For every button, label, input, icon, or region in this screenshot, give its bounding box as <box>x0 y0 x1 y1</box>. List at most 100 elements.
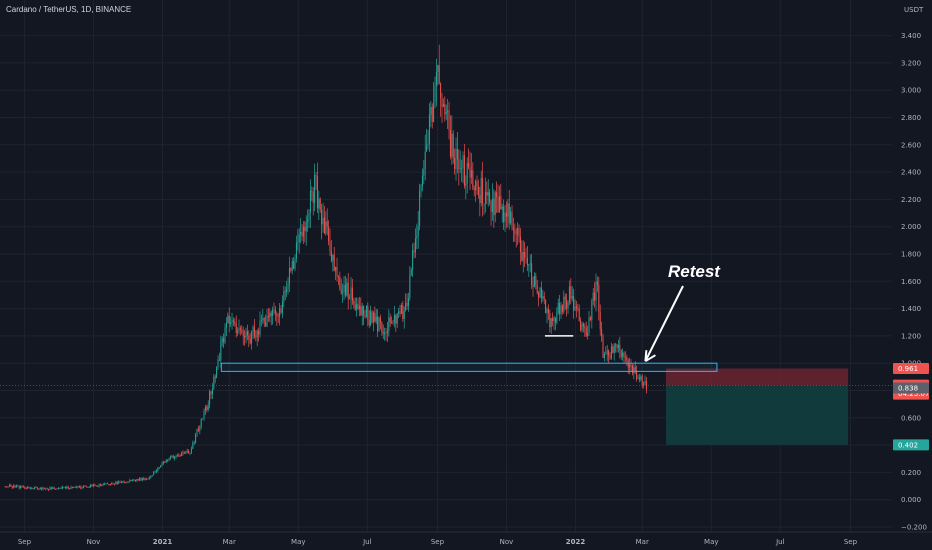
candle-up-body[interactable] <box>132 479 134 481</box>
candle-up-body[interactable] <box>139 478 141 481</box>
candle-up-body[interactable] <box>610 346 612 359</box>
candle-up-body[interactable] <box>437 65 439 73</box>
candle-down-body[interactable] <box>304 226 306 232</box>
candle-down-body[interactable] <box>535 275 537 286</box>
candle-up-body[interactable] <box>259 320 261 335</box>
candle-up-body[interactable] <box>427 143 429 146</box>
candle-up-body[interactable] <box>27 486 29 489</box>
candle-up-body[interactable] <box>160 465 162 468</box>
candle-down-body[interactable] <box>293 261 295 269</box>
candle-down-body[interactable] <box>95 485 97 487</box>
candle-down-body[interactable] <box>24 486 26 489</box>
candle-down-body[interactable] <box>636 370 638 379</box>
candle-up-body[interactable] <box>405 302 407 311</box>
candle-up-body[interactable] <box>63 486 65 488</box>
candle-up-body[interactable] <box>185 451 187 454</box>
candle-up-body[interactable] <box>588 317 590 333</box>
candle-down-body[interactable] <box>511 211 513 228</box>
candle-up-body[interactable] <box>529 263 531 265</box>
candle-up-body[interactable] <box>147 478 149 480</box>
candle-up-body[interactable] <box>400 305 402 314</box>
candle-down-body[interactable] <box>270 312 272 317</box>
candle-down-body[interactable] <box>126 482 128 484</box>
candle-down-body[interactable] <box>456 148 458 159</box>
candle-down-body[interactable] <box>364 315 366 318</box>
candle-up-body[interactable] <box>211 388 213 395</box>
candle-down-body[interactable] <box>399 311 401 314</box>
candle-up-body[interactable] <box>8 485 10 487</box>
candle-up-body[interactable] <box>62 487 64 489</box>
candle-down-body[interactable] <box>91 484 93 487</box>
candle-up-body[interactable] <box>127 481 129 483</box>
candle-up-body[interactable] <box>484 191 486 204</box>
candle-down-body[interactable] <box>493 198 495 215</box>
candle-up-body[interactable] <box>393 315 395 323</box>
candle-up-body[interactable] <box>302 226 304 237</box>
candle-down-body[interactable] <box>321 209 323 225</box>
candle-up-body[interactable] <box>220 341 222 361</box>
candle-up-body[interactable] <box>199 426 201 431</box>
candle-up-body[interactable] <box>260 319 262 321</box>
candle-down-body[interactable] <box>585 328 587 336</box>
candle-down-body[interactable] <box>340 288 342 294</box>
candle-up-body[interactable] <box>417 225 419 236</box>
candle-down-body[interactable] <box>413 250 415 253</box>
candle-down-body[interactable] <box>353 300 355 305</box>
candle-down-body[interactable] <box>521 252 523 261</box>
candle-down-body[interactable] <box>223 338 225 343</box>
candle-down-body[interactable] <box>573 296 575 311</box>
candle-up-body[interactable] <box>189 452 191 454</box>
candle-up-body[interactable] <box>423 169 425 176</box>
candle-down-body[interactable] <box>31 488 33 489</box>
candle-up-body[interactable] <box>487 192 489 196</box>
candle-up-body[interactable] <box>92 484 94 487</box>
candle-up-body[interactable] <box>539 287 541 298</box>
candle-up-body[interactable] <box>542 296 544 299</box>
candle-up-body[interactable] <box>193 442 195 444</box>
candle-down-body[interactable] <box>482 177 484 205</box>
candle-up-body[interactable] <box>396 313 398 324</box>
candle-down-body[interactable] <box>267 316 269 318</box>
candle-up-body[interactable] <box>356 303 358 310</box>
candle-down-body[interactable] <box>11 486 13 488</box>
candle-up-body[interactable] <box>624 357 626 359</box>
candle-up-body[interactable] <box>504 212 506 222</box>
candle-up-body[interactable] <box>141 477 143 481</box>
candle-up-body[interactable] <box>70 487 72 490</box>
candle-down-body[interactable] <box>17 485 19 487</box>
candle-up-body[interactable] <box>388 317 390 332</box>
candle-down-body[interactable] <box>344 284 346 296</box>
candle-up-body[interactable] <box>633 367 635 374</box>
candle-down-body[interactable] <box>64 486 66 488</box>
candle-down-body[interactable] <box>253 327 255 337</box>
candle-up-body[interactable] <box>510 211 512 224</box>
candle-down-body[interactable] <box>85 486 87 488</box>
candle-up-body[interactable] <box>435 72 437 86</box>
candle-up-body[interactable] <box>571 296 573 299</box>
candle-down-body[interactable] <box>489 192 491 202</box>
candle-down-body[interactable] <box>50 487 52 489</box>
candle-up-body[interactable] <box>309 190 311 213</box>
candle-down-body[interactable] <box>389 317 391 323</box>
candle-up-body[interactable] <box>144 479 146 480</box>
candle-up-body[interactable] <box>7 486 9 488</box>
candle-down-body[interactable] <box>265 322 267 327</box>
candle-down-body[interactable] <box>143 477 145 480</box>
candle-down-body[interactable] <box>605 353 607 355</box>
candle-down-body[interactable] <box>438 65 440 84</box>
candle-down-body[interactable] <box>385 332 387 334</box>
candle-up-body[interactable] <box>168 458 170 461</box>
candle-up-body[interactable] <box>365 305 367 318</box>
candle-up-body[interactable] <box>76 486 78 488</box>
candle-down-body[interactable] <box>182 452 184 454</box>
candle-up-body[interactable] <box>231 320 233 323</box>
candle-up-body[interactable] <box>49 487 51 490</box>
candle-up-body[interactable] <box>190 448 192 453</box>
candle-down-body[interactable] <box>347 282 349 299</box>
candle-up-body[interactable] <box>251 331 253 344</box>
candle-up-body[interactable] <box>459 168 461 170</box>
candle-up-body[interactable] <box>553 317 555 321</box>
candle-up-body[interactable] <box>174 456 176 459</box>
candle-down-body[interactable] <box>444 103 446 115</box>
